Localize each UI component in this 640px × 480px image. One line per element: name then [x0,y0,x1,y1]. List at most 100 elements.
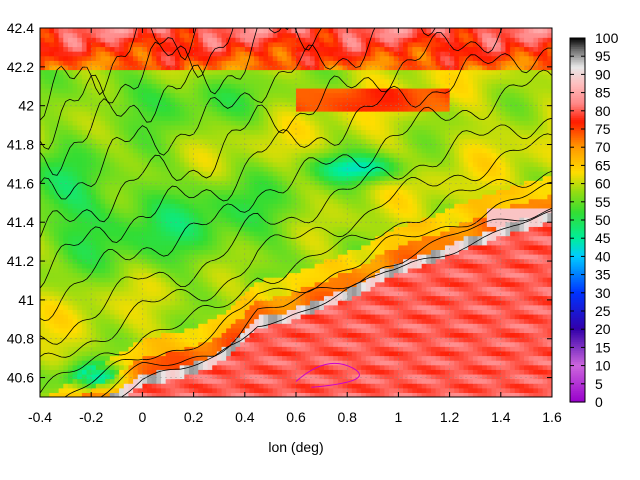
heatmap-cell [291,230,297,237]
heatmap-cell [519,383,525,389]
heatmap-cell [309,364,316,370]
heatmap-cell [538,300,544,306]
heatmap-cell [212,355,218,361]
heatmap-cell [72,350,78,357]
heatmap-cell [133,304,139,310]
heatmap-cell [207,212,213,218]
heatmap-cell [510,290,516,297]
heatmap-cell [133,341,139,347]
heatmap-cell [226,217,232,223]
heatmap-cell [528,364,534,370]
heatmap-cell [463,327,469,334]
heatmap-cell [249,194,255,200]
heatmap-cell [249,277,255,283]
heatmap-cell [77,323,83,329]
heatmap-cell [505,249,511,255]
heatmap-cell [403,226,409,232]
heatmap-cell [514,360,521,366]
heatmap-cell [538,207,544,214]
heatmap-cell [300,332,306,338]
heatmap-cell [421,258,427,264]
heatmap-cell [254,350,260,357]
heatmap-cell [328,263,334,269]
heatmap-cell [533,198,539,204]
heatmap-cell [156,323,162,329]
heatmap-cell [179,281,185,287]
heatmap-cell [342,327,348,334]
heatmap-cell [444,203,451,209]
heatmap-cell [468,277,474,283]
heatmap-cell [133,332,139,338]
heatmap-cell [524,189,530,195]
heatmap-cell [365,327,372,334]
heatmap-cell [202,295,209,301]
heatmap-cell [323,364,330,370]
heatmap-cell [277,313,283,320]
heatmap-cell [505,364,511,370]
heatmap-cell [412,263,418,269]
heatmap-cell [505,323,511,329]
heatmap-cell [240,387,246,393]
heatmap-cell [361,240,367,246]
heatmap-cell [430,207,437,214]
heatmap-cell [81,184,88,191]
heatmap-cell [319,217,325,223]
heatmap-cell [412,313,418,320]
heatmap-cell [263,226,269,232]
heatmap-cell [77,249,83,255]
heatmap-cell [77,207,83,214]
heatmap-cell [426,286,432,292]
heatmap-cell [291,369,297,375]
heatmap-cell [226,304,232,310]
heatmap-cell [491,364,497,370]
heatmap-cell [179,235,185,241]
heatmap-cell [44,304,50,310]
heatmap-cell [430,383,437,389]
heatmap-cell [114,387,120,393]
heatmap-cell [91,263,97,269]
heatmap-cell [91,392,97,397]
heatmap-cell [440,235,446,241]
heatmap-cell [277,392,283,397]
heatmap-cell [323,254,330,260]
heatmap-cell [421,198,427,204]
heatmap-cell [389,203,395,209]
heatmap-cell [389,364,395,370]
heatmap-cell [347,230,353,237]
heatmap-cell [291,304,297,310]
heatmap-cell [263,235,269,241]
heatmap-cell [426,337,432,343]
heatmap-cell [403,290,409,297]
heatmap-cell [230,318,237,324]
heatmap-cell [305,290,311,297]
heatmap-cell [184,194,190,200]
heatmap-cell [458,309,465,315]
heatmap-cell [244,189,251,195]
heatmap-cell [40,313,46,320]
heatmap-cell [435,207,441,214]
heatmap-cell [193,318,199,324]
heatmap-cell [91,295,97,301]
heatmap-cell [184,355,190,361]
heatmap-cell [212,313,218,320]
heatmap-cell [53,267,60,274]
heatmap-cell [435,212,441,218]
heatmap-cell [53,346,60,352]
heatmap-cell [151,323,157,329]
heatmap-cell [272,378,278,384]
heatmap-cell [430,295,437,301]
heatmap-cell [184,281,190,287]
heatmap-cell [384,290,390,297]
heatmap-cell [379,221,386,227]
heatmap-cell [114,364,120,370]
heatmap-cell [212,244,218,250]
heatmap-cell [333,230,339,237]
heatmap-cell [161,267,167,274]
heatmap-cell [524,350,530,357]
heatmap-cell [370,212,376,218]
heatmap-cell [202,290,209,297]
heatmap-cell [100,217,106,223]
heatmap-cell [449,369,455,375]
heatmap-cell [407,378,413,384]
heatmap-cell [519,295,525,301]
